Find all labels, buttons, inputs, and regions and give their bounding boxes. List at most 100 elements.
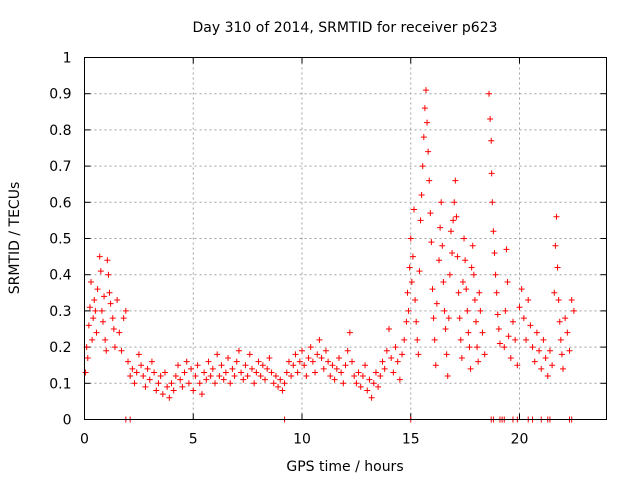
data-point	[379, 358, 386, 365]
data-point	[473, 318, 479, 325]
data-point	[416, 268, 423, 275]
data-point	[222, 369, 229, 376]
data-point	[177, 376, 184, 383]
data-point	[538, 365, 545, 372]
data-point	[342, 362, 349, 369]
y-tick-label: 1	[63, 51, 72, 67]
data-point	[424, 119, 431, 126]
data-point	[502, 307, 509, 314]
data-point	[109, 315, 116, 322]
data-point	[244, 373, 251, 380]
data-point	[275, 383, 282, 390]
data-point	[82, 369, 89, 376]
data-point	[159, 391, 166, 398]
data-point	[268, 369, 275, 376]
data-point	[459, 278, 466, 285]
data-point	[458, 354, 465, 361]
data-point	[309, 358, 316, 365]
data-point	[207, 373, 214, 380]
data-point	[403, 318, 410, 325]
data-point	[103, 347, 110, 354]
data-point	[346, 329, 353, 336]
x-tick-label: 10	[293, 432, 311, 448]
data-point	[301, 362, 308, 369]
data-point	[452, 177, 459, 184]
data-point	[419, 163, 426, 170]
data-point	[396, 376, 403, 383]
data-point	[242, 362, 249, 369]
data-point	[107, 300, 114, 307]
data-point	[92, 307, 99, 314]
data-point	[333, 365, 340, 372]
data-point	[272, 373, 279, 380]
data-point	[523, 336, 530, 343]
data-point	[531, 358, 538, 365]
data-point	[170, 387, 177, 394]
data-point	[231, 373, 238, 380]
data-point	[461, 235, 468, 242]
data-point	[457, 336, 464, 343]
data-point	[166, 394, 173, 401]
data-point	[381, 365, 388, 372]
data-point	[270, 380, 277, 387]
data-point	[440, 278, 447, 285]
data-point	[386, 326, 392, 332]
data-point	[422, 87, 429, 94]
data-point	[106, 289, 113, 296]
data-point	[110, 326, 117, 332]
data-point	[299, 347, 305, 354]
data-point	[277, 376, 284, 383]
data-point	[153, 387, 160, 394]
data-point	[408, 278, 415, 285]
data-point	[255, 358, 262, 365]
data-point	[366, 376, 373, 383]
y-axis-label: SRMTID / TECUs	[7, 182, 23, 295]
data-point	[504, 278, 511, 285]
data-point	[430, 315, 437, 322]
data-point	[238, 369, 245, 376]
data-point	[411, 206, 418, 213]
data-point	[488, 170, 495, 177]
data-point	[331, 376, 338, 383]
data-point	[475, 358, 482, 365]
data-point	[489, 199, 496, 206]
data-point	[491, 249, 498, 256]
data-point	[357, 383, 364, 390]
data-point	[507, 354, 514, 361]
data-point	[436, 257, 443, 264]
data-point	[262, 376, 269, 383]
data-points	[82, 87, 577, 423]
data-point	[568, 297, 575, 304]
data-point	[290, 362, 297, 369]
data-point	[438, 199, 445, 206]
data-point	[349, 358, 356, 365]
data-point	[98, 307, 105, 314]
data-point	[492, 271, 499, 278]
data-point	[85, 322, 92, 329]
data-point	[364, 387, 371, 394]
y-tick-label: 0.6	[49, 195, 71, 211]
data-point	[190, 387, 197, 394]
data-point	[329, 362, 336, 369]
data-point	[512, 336, 519, 343]
data-point	[318, 354, 325, 361]
data-point	[155, 380, 162, 387]
data-point	[248, 365, 255, 372]
data-point	[312, 369, 319, 376]
data-point	[536, 347, 543, 354]
data-point	[570, 307, 577, 314]
data-point	[266, 354, 273, 361]
data-point	[201, 369, 208, 376]
data-point	[464, 307, 471, 314]
y-tick-label: 0.4	[49, 268, 71, 284]
data-point	[542, 354, 549, 361]
y-tick-label: 0.3	[49, 304, 71, 320]
data-point	[305, 354, 312, 361]
data-point	[479, 329, 486, 336]
data-point	[495, 326, 502, 332]
data-point	[421, 105, 428, 112]
data-point	[401, 336, 408, 343]
data-point	[414, 336, 421, 343]
data-point	[84, 354, 91, 361]
data-point	[375, 383, 382, 390]
